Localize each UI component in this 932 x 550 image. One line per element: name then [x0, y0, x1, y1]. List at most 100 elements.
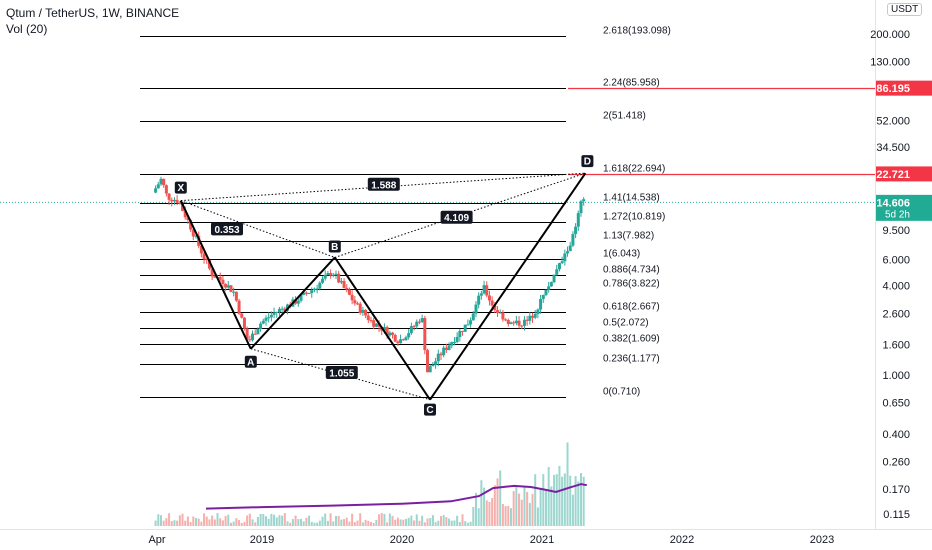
volume-bar — [178, 515, 181, 526]
candle-body — [549, 282, 553, 287]
fib-level-label: 0(0.710) — [603, 387, 640, 398]
volume-bar — [246, 515, 249, 526]
volume-bar — [294, 515, 297, 526]
candle-body — [154, 188, 158, 193]
volume-bar — [461, 514, 464, 526]
volume-bar — [544, 490, 547, 526]
volume-bar — [539, 489, 542, 526]
candlestick-series — [154, 176, 586, 373]
candle-body — [426, 350, 430, 373]
y-tick-label: 0.115 — [883, 509, 910, 521]
volume-bar — [259, 513, 262, 526]
volume-bar — [173, 520, 176, 526]
candle-body — [401, 339, 405, 341]
price-axis[interactable]: 200.000 130.000 52.000 34.500 9.500 6.000 4.00… — [870, 29, 910, 521]
candle-body — [399, 339, 403, 344]
candle-body — [280, 308, 284, 310]
candle-body — [555, 269, 559, 275]
candle-body — [428, 366, 432, 373]
volume-bar — [291, 519, 294, 526]
volume-bar — [571, 494, 574, 526]
candle-body — [186, 217, 190, 220]
volume-bar — [305, 517, 308, 526]
volume-bar — [466, 522, 469, 526]
candle-body — [304, 292, 308, 294]
harmonic-pattern[interactable] — [179, 172, 587, 401]
candle-body — [189, 219, 193, 230]
volume-bar — [386, 522, 389, 526]
volume-bar — [313, 522, 316, 526]
volume-bar — [348, 521, 351, 526]
candle-body — [458, 330, 462, 338]
volume-bar — [526, 491, 529, 526]
chart-title: Qtum / TetherUS, 1W, BINANCE — [6, 6, 180, 20]
candle-body — [310, 290, 314, 294]
volume-bar — [224, 516, 227, 526]
y-tick-label: 200.000 — [870, 29, 910, 41]
candle-body — [563, 253, 567, 262]
candle-body — [412, 326, 416, 328]
volume-bar — [507, 505, 510, 526]
volume-bar — [523, 486, 526, 526]
volume-bar — [536, 507, 539, 526]
volume-bar — [176, 520, 179, 526]
bar-countdown: 5d 2h — [885, 209, 910, 220]
volume-bar — [520, 499, 523, 526]
candle-body — [417, 321, 421, 323]
fibonacci-levels: 2.618(193.098) 2.24(85.958) 2(51.418) 1.618… — [0, 26, 875, 398]
volume-bar — [369, 522, 372, 526]
candle-body — [498, 312, 502, 314]
y-tick-label: 34.500 — [876, 142, 910, 154]
fib-level-label: 0.382(1.609) — [603, 334, 660, 345]
candle-body — [194, 235, 198, 237]
volume-bar — [450, 520, 453, 526]
volume-bar — [262, 514, 265, 526]
point-label: B — [331, 242, 338, 253]
candle-body — [361, 309, 365, 314]
volume-bar — [499, 470, 502, 526]
candle-body — [391, 332, 395, 335]
currency-badge[interactable]: USDT — [887, 3, 923, 16]
leg-ab — [250, 256, 336, 350]
volume-bar — [472, 507, 475, 526]
volume-bar — [205, 516, 208, 526]
volume-bar — [509, 508, 512, 526]
candle-body — [434, 361, 438, 365]
volume-ma-line — [205, 483, 587, 510]
volume-bar — [402, 519, 405, 526]
volume-bar — [542, 474, 545, 526]
candle-body — [506, 319, 510, 324]
candle-body — [482, 285, 486, 294]
volume-bar — [324, 513, 327, 526]
volume-bar — [157, 514, 160, 526]
volume-bar — [563, 473, 566, 526]
volume-bar — [574, 476, 577, 526]
volume-bar — [359, 513, 362, 526]
volume-bar — [448, 518, 451, 526]
volume-bar — [227, 514, 230, 526]
volume-bar — [283, 513, 286, 526]
candle-body — [541, 295, 545, 300]
candle-body — [353, 300, 357, 304]
ratio-value: 1.588 — [371, 180, 396, 191]
candle-body — [393, 334, 397, 342]
candle-body — [490, 300, 494, 306]
candle-body — [420, 318, 424, 323]
x-tick-label: 2019 — [250, 534, 274, 546]
indicator-label: Vol (20) — [6, 22, 48, 36]
volume-bar — [316, 522, 319, 526]
fib-level-label: 2.618(193.098) — [603, 26, 671, 37]
candle-body — [477, 295, 481, 305]
fib-level-label: 0.236(1.177) — [603, 354, 660, 365]
candle-body — [256, 328, 260, 335]
time-axis[interactable]: Apr 2019 2020 2021 2022 2023 — [148, 534, 834, 546]
volume-bar — [512, 491, 515, 526]
candle-body — [382, 327, 386, 331]
y-tick-label: 1.600 — [882, 340, 910, 352]
volume-bar — [334, 515, 337, 526]
candle-body — [442, 347, 446, 356]
candle-body — [374, 323, 378, 327]
candle-body — [269, 314, 273, 318]
